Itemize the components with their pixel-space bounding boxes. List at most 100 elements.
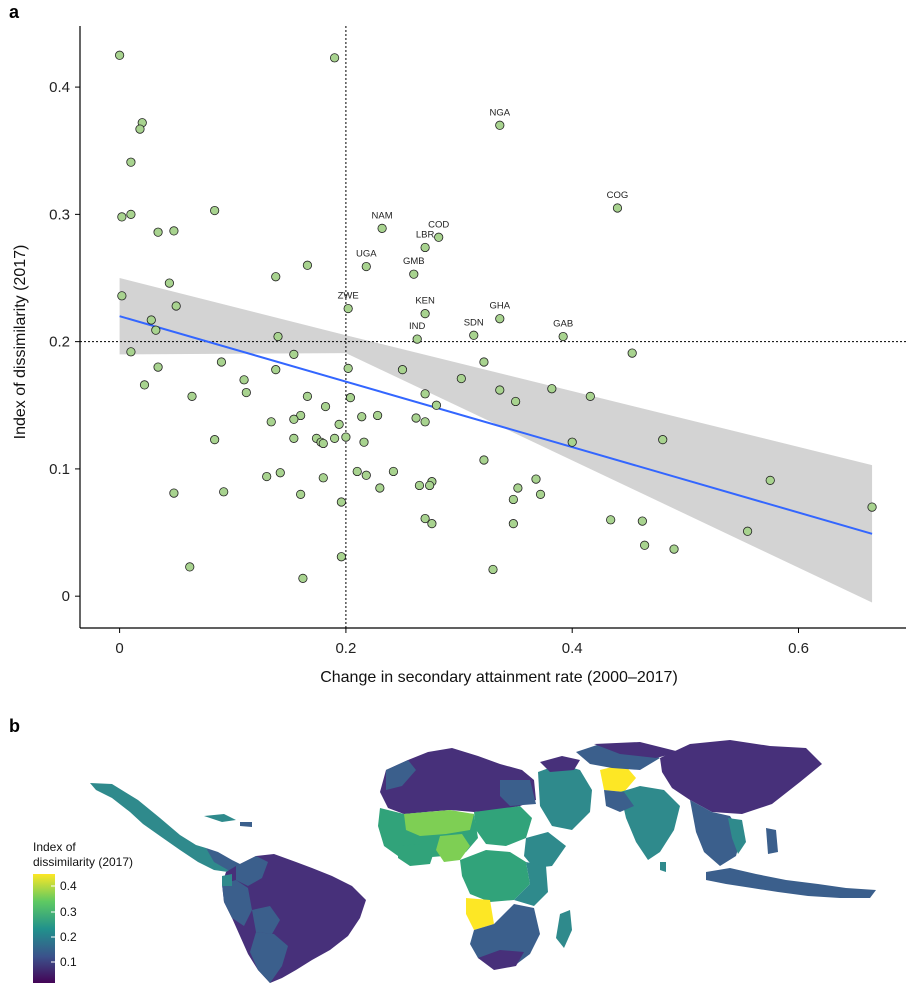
data-point [867,502,877,512]
data-point [359,437,369,447]
data-point [411,413,421,423]
data-point-ind [412,334,422,344]
data-point [508,494,518,505]
horn-of-africa-shape [524,832,566,868]
data-point [266,417,276,427]
nigeria-shape [436,834,470,862]
data-point [171,301,181,311]
data-point-gha [495,314,505,324]
legend-tick-label: 0.2 [60,930,77,944]
x-axis-title: Change in secondary attainment rate (200… [320,669,678,686]
x-tick-label: 0 [115,640,123,657]
southern-africa-shape [470,904,540,968]
russia-strip-shape [594,742,680,758]
data-point [372,410,383,421]
east-africa-shape [514,862,548,906]
data-point [765,475,775,485]
data-point [298,573,308,583]
y-tick-label: 0.2 [49,334,70,351]
data-point [345,393,356,403]
data-point-cog [612,203,623,213]
data-point [420,389,430,399]
data-point [329,53,340,63]
data-point [329,433,340,443]
data-point [296,410,306,421]
south-africa-shape [478,950,524,970]
data-point [495,385,505,395]
data-point [187,391,197,401]
turkey-shape [540,756,580,772]
data-point [302,260,313,270]
data-point [336,497,346,507]
data-point [318,473,328,483]
data-point [126,347,136,357]
y-axis-title: Index of dissimilarity (2017) [12,245,29,440]
point-label-gmb: GMB [403,256,425,267]
color-legend: Index of dissimilarity (2017) 0.4 0.3 0.2 0… [33,840,133,983]
bolivia-shape [252,906,280,934]
data-point [275,468,285,478]
data-point [361,470,371,480]
data-point [146,315,156,325]
point-label-sdn: SDN [464,317,484,328]
data-point [262,471,272,482]
data-point [456,373,466,384]
data-point [151,325,161,335]
data-point [289,414,299,424]
y-tick-label: 0.4 [49,79,70,96]
data-point [169,226,179,236]
data-point [488,564,498,575]
point-label-gha: GHA [489,301,510,312]
north-africa-shape [380,748,536,814]
data-point [164,278,174,288]
data-point [531,474,541,484]
data-point [320,401,331,412]
data-point [241,387,251,398]
data-point [153,362,163,372]
central-africa-shape [460,850,530,902]
africa-region [378,748,572,970]
data-point [508,519,518,529]
data-point-gmb [409,269,419,279]
sri-lanka-shape [660,862,666,872]
legend-title: Index of [33,840,76,854]
point-label-gab: GAB [553,319,573,330]
data-point [318,438,328,449]
point-label-cod: COD [428,219,449,230]
data-point-nam [377,223,387,233]
cuba-shape [204,814,236,822]
point-label-nam: NAM [372,210,393,221]
data-point [535,489,546,499]
data-point [336,552,346,562]
data-point [427,519,437,529]
confidence-band [119,278,873,603]
point-label-zwe: ZWE [338,291,359,302]
data-point [117,291,127,301]
point-label-ken: KEN [415,296,435,307]
data-point-cod [434,232,444,242]
afghanistan-shape [600,764,636,792]
ecuador-shape [222,874,232,886]
data-point [302,391,313,401]
point-label-nga: NGA [489,107,510,118]
west-africa-shape [378,808,478,858]
data-point [115,50,125,60]
central-america-shape [206,848,244,872]
south-asia-shape [620,786,680,860]
data-point [658,435,668,445]
data-point [343,363,353,373]
data-point [341,432,351,442]
data-point [397,365,408,375]
peru-shape [222,880,252,926]
point-label-uga: UGA [356,249,377,260]
data-point [169,488,179,498]
panel-a-label: a [9,2,20,22]
data-point [742,526,753,536]
data-point [357,412,367,422]
point-label-lbr: LBR [416,229,435,240]
data-point [606,515,616,525]
data-point [420,417,430,427]
panel-b-label: b [9,716,20,736]
data-point [139,380,150,390]
